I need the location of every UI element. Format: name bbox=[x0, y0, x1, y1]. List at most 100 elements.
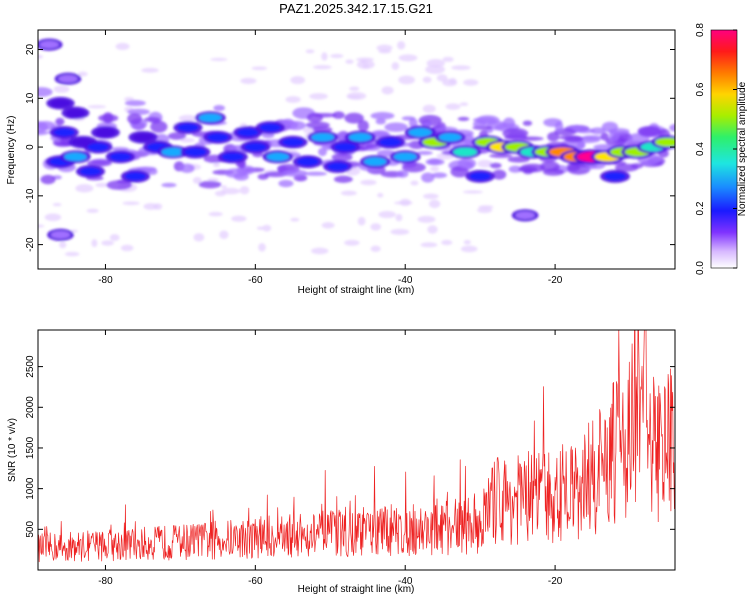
spectrogram-feature-blob bbox=[604, 172, 627, 181]
spectrogram-band-blob bbox=[161, 182, 177, 188]
spectrogram-haze-blob bbox=[357, 216, 366, 226]
spectrogram-band-blob bbox=[55, 117, 65, 126]
spectrogram-band-blob bbox=[371, 130, 389, 137]
spectrogram-haze-blob bbox=[44, 213, 62, 222]
spectrogram-feature-blob bbox=[453, 147, 477, 157]
spectrogram-x-axis-title: Height of straight line (km) bbox=[298, 285, 415, 296]
spectrogram-haze-blob bbox=[430, 166, 440, 172]
y-tick-label: 10 bbox=[25, 92, 36, 104]
spectrogram-band-blob bbox=[144, 116, 161, 123]
spectrogram-panel: -80 -60 -40 -20 20 10 0 -10 -20 Height of strai… bbox=[6, 29, 676, 296]
spectrogram-feature-blob bbox=[244, 143, 267, 152]
spectrogram-haze-blob bbox=[398, 75, 415, 85]
spectrogram-band-blob bbox=[364, 143, 379, 149]
spectrogram-y-ticks: 20 10 0 -10 -20 bbox=[25, 44, 675, 252]
colorbar-tick-label: 0.4 bbox=[695, 142, 706, 156]
x-tick-label: -20 bbox=[548, 275, 563, 286]
spectrogram-feature-blob bbox=[184, 147, 207, 156]
spectrogram-haze-blob bbox=[398, 54, 418, 62]
spectrogram-feature-blob bbox=[109, 152, 132, 161]
spectrogram-band-blob bbox=[518, 136, 544, 141]
spectrogram-band-blob bbox=[572, 124, 582, 132]
spectrogram-band-blob bbox=[492, 169, 507, 180]
spectrogram-haze-blob bbox=[52, 203, 62, 207]
y-tick-label: 2000 bbox=[25, 396, 36, 419]
spectrogram-band-blob bbox=[357, 120, 369, 132]
spectrogram-haze-blob bbox=[427, 225, 438, 234]
spectrogram-band-blob bbox=[508, 165, 522, 173]
spectrogram-haze-blob bbox=[420, 242, 438, 248]
spectrogram-feature-blob bbox=[65, 109, 86, 117]
spectrogram-feature-blob bbox=[161, 147, 185, 157]
spectrogram-feature-blob bbox=[198, 113, 222, 122]
spectrogram-haze-blob bbox=[192, 176, 202, 184]
spectrogram-haze-blob bbox=[376, 44, 393, 52]
spectrogram-band-blob bbox=[136, 166, 157, 172]
spectrogram-feature-blob bbox=[296, 157, 319, 166]
spectrogram-band-blob bbox=[282, 118, 294, 126]
spectrogram-band-blob bbox=[554, 121, 564, 132]
spectrogram-feature-blob bbox=[50, 99, 71, 107]
spectrogram-haze-blob bbox=[340, 190, 357, 196]
y-tick-label: 500 bbox=[25, 521, 36, 538]
spectrogram-band-blob bbox=[428, 158, 441, 165]
spectrogram-haze-blob bbox=[208, 211, 223, 217]
spectrogram-feature-blob bbox=[334, 143, 357, 152]
spectrogram-haze-blob bbox=[70, 229, 78, 233]
spectrogram-haze-blob bbox=[477, 207, 493, 214]
y-tick-label: -20 bbox=[25, 237, 36, 252]
spectrogram-feature-blob bbox=[87, 143, 109, 151]
spectrogram-haze-blob bbox=[391, 62, 400, 70]
spectrogram-feature-blob bbox=[311, 133, 335, 142]
spectrogram-feature-blob bbox=[408, 128, 432, 137]
spectrogram-band-blob bbox=[375, 118, 386, 125]
spectrogram-haze-blob bbox=[459, 102, 469, 107]
spectrogram-band-blob bbox=[431, 172, 448, 179]
spectrogram-band-blob bbox=[332, 111, 345, 119]
spectrogram-feature-blob bbox=[363, 157, 387, 166]
spectrogram-haze-blob bbox=[344, 239, 360, 246]
spectrogram-haze-blob bbox=[87, 105, 107, 109]
x-tick-label: -60 bbox=[248, 576, 263, 587]
spectrogram-haze-blob bbox=[256, 226, 264, 230]
spectrogram-feature-blob bbox=[221, 152, 244, 161]
colorbar-tick-label: 0.6 bbox=[695, 82, 706, 96]
colorbar-tick-label: 0.2 bbox=[695, 201, 706, 215]
spectrogram-band-blob bbox=[213, 105, 225, 112]
spectrogram-frame bbox=[37, 29, 676, 270]
spectrogram-haze-blob bbox=[311, 247, 329, 255]
spectrogram-haze-blob bbox=[101, 240, 114, 246]
spectrogram-y-axis-title: Frequency (Hz) bbox=[6, 116, 17, 185]
spectrogram-band-blob bbox=[281, 169, 308, 177]
spectrogram-band-blob bbox=[502, 127, 529, 139]
spectrogram-haze-blob bbox=[463, 79, 479, 86]
spectrogram-band-blob bbox=[609, 130, 620, 142]
spectrogram-band-blob bbox=[507, 156, 530, 163]
spectrogram-band-blob bbox=[313, 113, 337, 118]
spectrogram-feature-blob bbox=[237, 128, 259, 137]
spectrogram-haze-blob bbox=[355, 57, 374, 62]
spectrogram-haze-blob bbox=[442, 79, 458, 87]
spectrogram-haze-blob bbox=[290, 76, 306, 85]
spectrogram-haze-blob bbox=[53, 85, 70, 93]
spectrogram-feature-blob bbox=[207, 133, 229, 142]
y-tick-label: -10 bbox=[25, 188, 36, 203]
spectrogram-haze-blob bbox=[86, 208, 99, 213]
spectrogram-band-blob bbox=[53, 141, 73, 146]
spectrogram-blob-layer bbox=[38, 38, 675, 257]
snr-panel: -80 -60 -40 -20 500 1000 1500 2000 2500 Height … bbox=[7, 329, 676, 595]
spectrogram-haze-blob bbox=[422, 76, 432, 83]
spectrogram-band-blob bbox=[522, 120, 533, 126]
spectrogram-haze-blob bbox=[445, 103, 461, 110]
spectrogram-band-blob bbox=[179, 163, 195, 173]
spectrogram-feature-blob bbox=[469, 172, 491, 181]
spectrogram-haze-blob bbox=[141, 67, 159, 73]
spectrogram-haze-blob bbox=[220, 185, 227, 189]
spectrogram-haze-blob bbox=[370, 223, 382, 231]
spectrogram-haze-blob bbox=[312, 65, 332, 70]
spectrogram-band-blob bbox=[422, 121, 433, 127]
spectrogram-haze-blob bbox=[460, 245, 478, 253]
spectrogram-haze-blob bbox=[207, 177, 219, 182]
spectrogram-band-blob bbox=[370, 112, 395, 120]
